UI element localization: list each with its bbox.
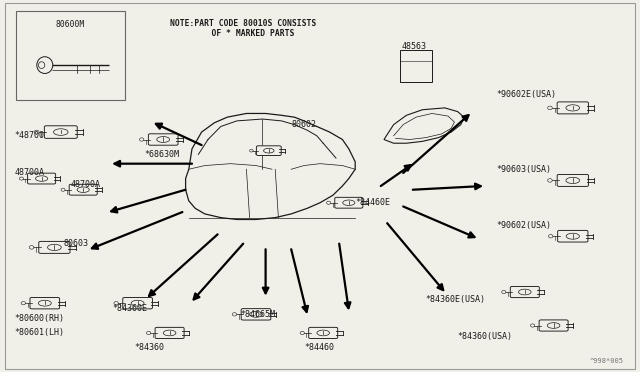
FancyBboxPatch shape — [44, 126, 77, 138]
Text: 48700A: 48700A — [14, 169, 44, 177]
Ellipse shape — [131, 300, 144, 306]
Ellipse shape — [547, 323, 560, 328]
Ellipse shape — [147, 331, 151, 334]
Text: *84360: *84360 — [134, 343, 164, 352]
Ellipse shape — [114, 302, 118, 305]
FancyBboxPatch shape — [148, 134, 178, 145]
Ellipse shape — [566, 105, 580, 111]
Ellipse shape — [548, 234, 553, 238]
FancyBboxPatch shape — [308, 327, 338, 339]
Ellipse shape — [232, 313, 237, 316]
Ellipse shape — [343, 200, 355, 205]
Text: ^998*005: ^998*005 — [590, 358, 624, 364]
Ellipse shape — [548, 179, 552, 182]
Ellipse shape — [47, 244, 61, 250]
FancyBboxPatch shape — [557, 230, 588, 242]
Ellipse shape — [317, 330, 330, 336]
Text: *84460E: *84460E — [355, 198, 390, 207]
Ellipse shape — [548, 106, 552, 110]
Bar — [16, 11, 125, 100]
Text: *84360E: *84360E — [112, 304, 147, 313]
Ellipse shape — [61, 188, 65, 191]
Text: *84360(USA): *84360(USA) — [458, 332, 513, 341]
FancyBboxPatch shape — [39, 241, 70, 253]
Ellipse shape — [250, 149, 253, 152]
Polygon shape — [384, 108, 464, 143]
Ellipse shape — [38, 300, 51, 306]
FancyBboxPatch shape — [539, 320, 568, 331]
FancyBboxPatch shape — [123, 298, 152, 309]
FancyBboxPatch shape — [557, 174, 588, 186]
FancyBboxPatch shape — [510, 286, 540, 298]
Text: 80603: 80603 — [64, 239, 89, 248]
Text: *84460: *84460 — [304, 343, 334, 352]
Text: *80601(LH): *80601(LH) — [14, 328, 64, 337]
Text: 80602: 80602 — [291, 120, 316, 129]
FancyBboxPatch shape — [28, 173, 56, 184]
FancyBboxPatch shape — [557, 102, 588, 114]
FancyBboxPatch shape — [30, 298, 60, 309]
Ellipse shape — [36, 176, 47, 181]
FancyBboxPatch shape — [155, 327, 184, 339]
Text: *84360E(USA): *84360E(USA) — [426, 295, 486, 304]
Ellipse shape — [19, 177, 24, 180]
Bar — [400, 50, 432, 82]
FancyBboxPatch shape — [335, 197, 363, 208]
Polygon shape — [186, 113, 355, 219]
Text: *68630M: *68630M — [144, 150, 179, 159]
Ellipse shape — [140, 138, 144, 141]
Text: 80600M: 80600M — [56, 20, 85, 29]
Text: *90602(USA): *90602(USA) — [496, 221, 551, 230]
Text: *84665M: *84665M — [240, 310, 275, 319]
Text: 48700A: 48700A — [70, 180, 100, 189]
Ellipse shape — [250, 311, 262, 317]
Text: NOTE:PART CODE 80010S CONSISTS
    OF * MARKED PARTS: NOTE:PART CODE 80010S CONSISTS OF * MARK… — [170, 19, 316, 38]
FancyBboxPatch shape — [69, 184, 97, 195]
Ellipse shape — [163, 330, 176, 336]
Ellipse shape — [37, 57, 53, 74]
Ellipse shape — [531, 324, 535, 327]
Ellipse shape — [300, 331, 305, 334]
Text: 48563: 48563 — [402, 42, 427, 51]
Text: *48700: *48700 — [14, 131, 44, 140]
Ellipse shape — [566, 177, 580, 183]
Ellipse shape — [34, 130, 39, 134]
Text: *90602E(USA): *90602E(USA) — [496, 90, 556, 99]
Text: *90603(USA): *90603(USA) — [496, 165, 551, 174]
FancyBboxPatch shape — [241, 309, 271, 320]
Ellipse shape — [29, 246, 34, 249]
Ellipse shape — [264, 148, 274, 153]
Ellipse shape — [54, 129, 68, 135]
Ellipse shape — [157, 137, 170, 142]
Ellipse shape — [502, 291, 506, 294]
Ellipse shape — [326, 201, 331, 204]
Ellipse shape — [566, 233, 579, 239]
Ellipse shape — [38, 62, 45, 68]
FancyBboxPatch shape — [257, 146, 281, 155]
Ellipse shape — [77, 187, 89, 192]
Ellipse shape — [21, 302, 26, 305]
Text: *80600(RH): *80600(RH) — [14, 314, 64, 323]
Ellipse shape — [518, 289, 531, 295]
